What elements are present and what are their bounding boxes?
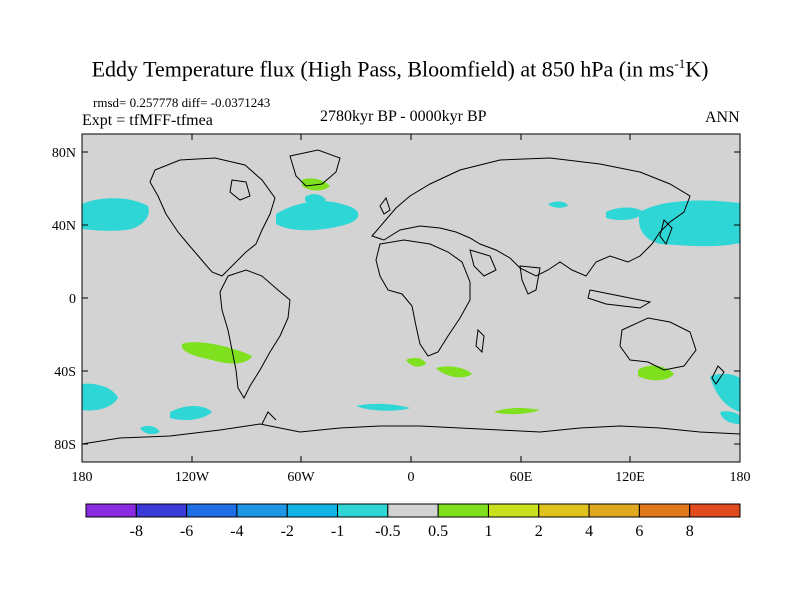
colorbar-label: 6 <box>635 523 643 540</box>
lat-labels: 80N 40N 0 40S 80S <box>52 146 76 453</box>
colorbar-box <box>638 503 691 518</box>
colorbar-box <box>85 503 137 518</box>
coast-india <box>519 265 541 295</box>
colorbar-box <box>135 503 188 518</box>
lat-axis <box>82 151 740 445</box>
colorbar-box <box>538 503 590 518</box>
colorbar-box <box>387 503 439 518</box>
patch-northwest-pacific <box>638 200 740 247</box>
colorbar-label: -4 <box>230 523 243 540</box>
patch-south-pacific-east <box>181 342 252 364</box>
lat-label-80s: 80S <box>54 438 76 453</box>
patch-southern-ocean-2 <box>140 425 160 435</box>
patch-south-pacific-west <box>82 383 118 411</box>
lon-label-60e: 60E <box>510 470 533 485</box>
coast-australia <box>619 317 697 371</box>
coast-new-zealand <box>711 365 725 385</box>
patch-atlantic-small <box>305 194 326 205</box>
colorbar-box <box>689 503 741 518</box>
coast-antarctic-peninsula <box>261 411 277 425</box>
colorbar-label: 4 <box>585 523 593 540</box>
colorbar-box <box>588 503 640 518</box>
coast-antarctica <box>81 423 741 445</box>
lon-label-120e: 120E <box>615 470 645 485</box>
coastlines <box>81 149 741 445</box>
patch-south-atlantic <box>406 357 426 367</box>
patch-north-pacific-east <box>82 198 149 231</box>
patch-southern-ocean-5 <box>720 411 740 424</box>
patch-southern-ocean-4 <box>710 373 740 412</box>
patch-south-indian <box>436 366 472 378</box>
colorbar-box <box>186 503 238 518</box>
lat-label-0: 0 <box>69 292 76 307</box>
coast-north-america <box>149 157 276 277</box>
title-superscript: -1 <box>674 56 686 71</box>
coast-africa <box>375 239 471 357</box>
patch-southern-ocean-green <box>494 408 540 415</box>
patch-asia <box>606 207 644 220</box>
colorbar-box <box>337 503 389 518</box>
plot-title: Eddy Temperature flux (High Pass, Bloomf… <box>0 56 800 82</box>
lon-label-120w: 120W <box>175 470 210 485</box>
colorbar-label: 8 <box>686 523 694 540</box>
colorbar-label: -0.5 <box>375 523 400 540</box>
colorbar-label: 0.5 <box>428 523 448 540</box>
colorbar-label: 2 <box>535 523 543 540</box>
colorbar-label: -2 <box>281 523 294 540</box>
colorbar-label: -8 <box>130 523 143 540</box>
patch-europe <box>548 201 568 208</box>
coast-hudson-bay <box>229 179 251 201</box>
period-label: 2780kyr BP - 0000kyr BP <box>320 108 487 125</box>
coast-madagascar <box>475 328 485 354</box>
experiment-label: Expt = tfMFF-tfmea <box>82 112 213 129</box>
patch-southern-ocean-3 <box>356 403 410 411</box>
colorbar-box <box>437 503 489 518</box>
lon-labels: 180 120W 60W 0 60E 120E 180 <box>72 470 751 485</box>
coast-british-isles <box>379 196 391 215</box>
lon-label-60w: 60W <box>287 470 315 485</box>
lon-axis <box>81 134 741 462</box>
season-label: ANN <box>705 109 740 126</box>
lat-label-40n: 40N <box>52 219 76 234</box>
patch-north-atlantic <box>276 201 359 231</box>
colorbar-box <box>236 503 288 518</box>
coast-japan <box>659 219 673 246</box>
patch-southern-ocean-1 <box>170 406 212 420</box>
colorbar-label: -6 <box>180 523 193 540</box>
colorbar-label: -1 <box>331 523 344 540</box>
colorbar-box <box>286 503 339 518</box>
coast-arabia <box>469 249 497 277</box>
title-unit-end: K) <box>685 56 709 82</box>
colorbar: -8 -6 -4 -2 -1 -0.5 0.5 1 2 4 6 8 <box>85 503 741 540</box>
stats-line: rmsd= 0.257778 diff= -0.0371243 <box>93 95 271 110</box>
lon-label-180w: 180 <box>72 470 93 485</box>
anomaly-patches <box>82 178 740 435</box>
coast-greenland <box>289 149 341 187</box>
colorbar-box <box>487 503 540 518</box>
coast-south-america <box>219 269 291 400</box>
colorbar-label: 1 <box>484 523 492 540</box>
lat-label-40s: 40S <box>54 365 76 380</box>
title-text: Eddy Temperature flux (High Pass, Bloomf… <box>91 56 675 82</box>
lat-label-80n: 80N <box>52 146 76 161</box>
lon-label-0: 0 <box>408 470 415 485</box>
lon-label-180e: 180 <box>730 470 751 485</box>
coast-eurasia <box>371 157 691 277</box>
coast-indonesia <box>587 289 652 309</box>
